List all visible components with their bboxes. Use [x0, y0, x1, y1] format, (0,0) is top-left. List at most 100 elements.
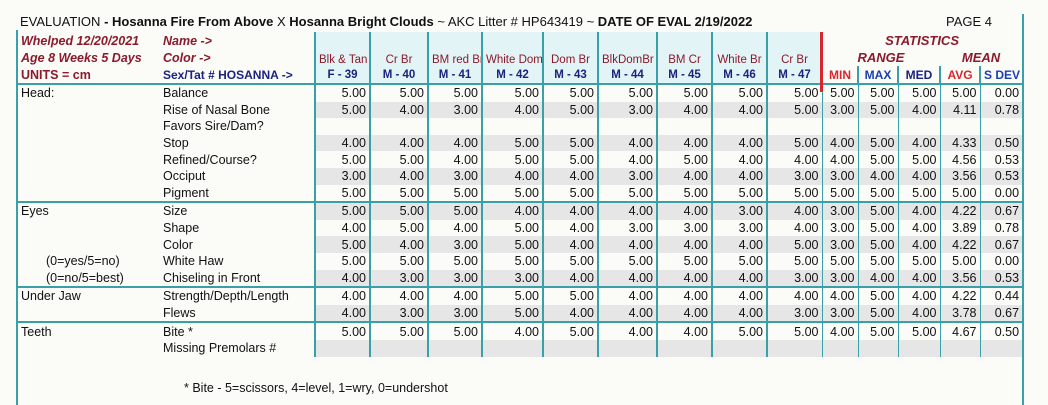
data-row: Flews 4.00 3.00 3.00 5.00 4.00 4.00 4.00 4.00 3.0…	[18, 304, 1023, 323]
score: 5.00	[369, 201, 428, 220]
score: 4.00	[656, 304, 712, 323]
score: 5.00	[542, 321, 598, 340]
score: 5.00	[542, 252, 598, 270]
score: 5.00	[766, 134, 822, 152]
score: 5.00	[711, 83, 767, 102]
pup-color: White Dom	[486, 54, 543, 66]
statistic	[821, 339, 858, 357]
statistic: 5.00	[939, 252, 980, 270]
trait: White Haw	[163, 254, 224, 269]
data-row: (0=yes/5=no) White Haw 5.00 5.00 5.00 5.00 5.0…	[18, 252, 1023, 270]
stat-header: AVG	[939, 66, 980, 84]
group: Head:	[18, 83, 160, 102]
statistic: 4.22	[939, 201, 980, 220]
score: 4.00	[369, 101, 428, 119]
score: 4.00	[542, 304, 598, 323]
pup-header: White Dom M - 42	[481, 32, 543, 84]
pup-tattoo: M - 42	[496, 69, 529, 81]
statistic	[821, 118, 858, 135]
statistic: 5.00	[857, 101, 898, 119]
statistic	[897, 118, 940, 135]
score: 4.00	[369, 167, 428, 185]
border	[1022, 14, 1024, 405]
score: 4.00	[314, 134, 370, 152]
group	[18, 305, 160, 323]
score: 5.00	[542, 151, 598, 168]
score: 5.00	[766, 184, 822, 203]
statistic: 4.00	[897, 201, 940, 220]
statistic: 0.67	[979, 304, 1023, 323]
score	[369, 339, 428, 357]
score: 3.00	[427, 304, 482, 323]
score: 5.00	[481, 304, 543, 323]
score: 5.00	[481, 151, 543, 168]
score: 3.00	[711, 219, 767, 237]
score: 4.00	[597, 304, 657, 323]
statistic: 5.00	[897, 151, 940, 168]
group	[18, 102, 160, 119]
score: 4.00	[427, 134, 482, 152]
statistic: 4.33	[939, 134, 980, 152]
sire: - Hosanna Fire From Above	[104, 14, 274, 29]
sex-label: Sex/Tat # HOSANNA ->	[163, 67, 293, 82]
score	[427, 118, 482, 135]
score: 3.00	[656, 219, 712, 237]
statistic: 5.00	[857, 236, 898, 253]
score: 5.00	[766, 321, 822, 340]
litter: ~ AKC Litter # HP643419 ~	[437, 14, 595, 29]
score: 3.00	[597, 219, 657, 237]
statistic: 3.89	[939, 219, 980, 237]
score: 5.00	[427, 184, 482, 203]
data-row: (0=no/5=best) Chiseling in Front 4.00 3.00 3…	[18, 269, 1023, 288]
statistic	[857, 339, 898, 357]
statistic: 4.00	[897, 304, 940, 323]
score: 3.00	[427, 236, 482, 253]
score: 4.00	[656, 101, 712, 119]
score	[369, 118, 428, 135]
score	[597, 339, 657, 357]
trait: Shape	[163, 221, 200, 236]
score	[314, 118, 370, 135]
score: 5.00	[369, 252, 428, 270]
pup-tattoo: M - 43	[554, 69, 587, 81]
statistic: 4.00	[857, 167, 898, 185]
header-row: UNITS = cm Sex/Tat # HOSANNA -> MIN MAX MED A…	[18, 66, 1023, 84]
statistic: 0.53	[979, 269, 1023, 288]
score: 4.00	[766, 219, 822, 237]
statistic: 0.53	[979, 151, 1023, 168]
trait: Chiseling in Front	[163, 270, 261, 285]
score: 4.00	[711, 236, 767, 253]
score: 4.00	[542, 236, 598, 253]
score: 4.00	[597, 201, 657, 220]
score: 3.00	[597, 101, 657, 119]
group: Teeth	[18, 321, 160, 340]
trait: Strength/Depth/Length	[160, 286, 315, 305]
score	[711, 339, 767, 357]
score: 4.00	[766, 151, 822, 168]
score: 3.00	[766, 304, 822, 323]
statistic: 5.00	[897, 83, 940, 102]
pup-tattoo: M - 46	[723, 69, 756, 81]
score: 5.00	[766, 83, 822, 102]
score: 4.00	[481, 101, 543, 119]
statistic: 3.00	[821, 201, 858, 220]
data-row: Rise of Nasal Bone 5.00 4.00 3.00 4.00 5.00 3.…	[18, 101, 1023, 119]
statistic: 0.50	[979, 134, 1023, 152]
statistic: 4.22	[939, 236, 980, 253]
statistic: 5.00	[857, 321, 898, 340]
pup-color: Cr Br	[385, 54, 413, 66]
statistic: 0.67	[979, 236, 1023, 253]
pup-color: Cr Br	[781, 54, 808, 66]
score: 4.00	[369, 134, 428, 152]
score: 4.00	[711, 151, 767, 168]
range-title: RANGE	[857, 49, 905, 65]
group: Eyes	[18, 201, 160, 220]
score: 3.00	[369, 269, 428, 288]
trait: Rise of Nasal Bone	[163, 102, 271, 117]
score: 3.00	[427, 269, 482, 288]
score: 4.00	[597, 134, 657, 152]
statistic: 5.00	[857, 219, 898, 237]
score: 5.00	[314, 252, 370, 270]
score: 3.00	[711, 201, 767, 220]
statistic: 4.00	[821, 321, 858, 340]
